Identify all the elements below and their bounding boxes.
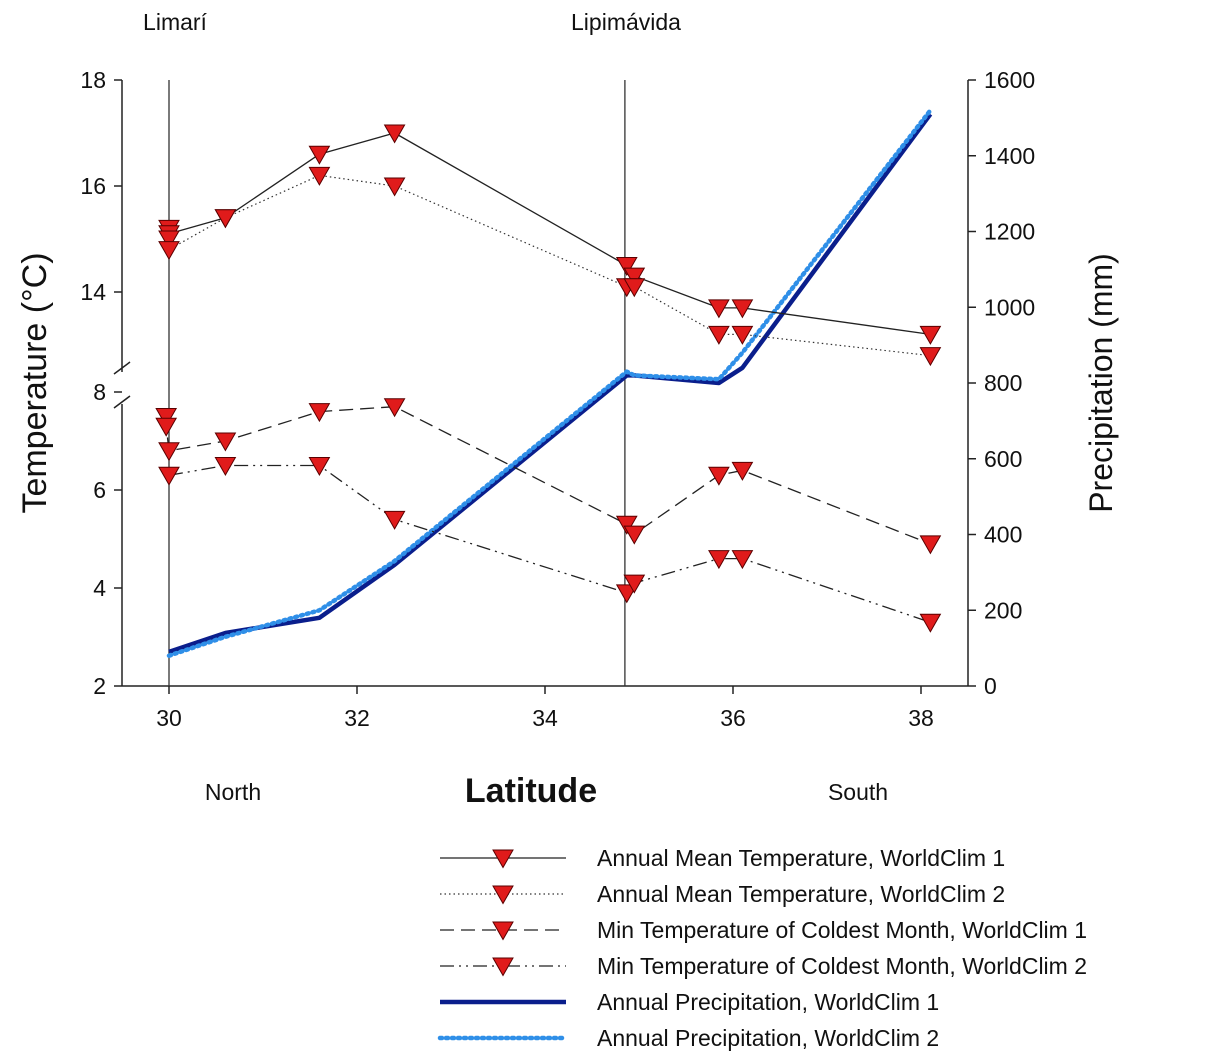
y-left-tick-label: 16: [80, 173, 106, 199]
series-3-point-7: [731, 550, 754, 570]
series-2-point-2: [158, 442, 180, 462]
series-2-point-1: [155, 417, 178, 437]
y-axis-left-title: Temperature (°C): [16, 252, 54, 513]
legend-label-4: Annual Precipitation, WorldClim 1: [597, 989, 939, 1015]
series-0-point-4: [383, 124, 406, 144]
series-1-point-8: [731, 325, 754, 345]
axis-break-mark-top: [113, 361, 131, 375]
series-0-point-9: [919, 325, 942, 345]
y-right-tick-label: 600: [984, 446, 1022, 472]
y-left-tick-label: 6: [93, 477, 106, 503]
series-1-point-7: [708, 325, 730, 345]
legend-marker-0: [492, 849, 514, 869]
series-line-5: [166, 108, 933, 658]
y-left-tick-label: 14: [80, 279, 106, 305]
y-right-tick-label: 0: [984, 673, 997, 699]
y-left-tick-label: 18: [80, 67, 106, 93]
series-line-3: [168, 464, 931, 623]
series-line-4: [168, 112, 933, 655]
series-2-point-7: [623, 525, 646, 545]
series-2-point-6: [615, 515, 638, 535]
y-right-tick-label: 1400: [984, 143, 1035, 169]
series-2-point-9: [731, 461, 754, 481]
legend-label-5: Annual Precipitation, WorldClim 2: [597, 1025, 939, 1051]
series-2-point-0: [155, 408, 178, 428]
series-1-point-4: [383, 177, 406, 197]
legend-marker-3: [492, 957, 514, 977]
series-1-point-3: [308, 166, 331, 186]
series-3-point-0: [158, 466, 180, 486]
legend-label-1: Annual Mean Temperature, WorldClim 2: [597, 881, 1005, 907]
series-line-0: [168, 132, 931, 336]
series-2-point-3: [214, 432, 237, 452]
direction-label-south: South: [828, 779, 888, 805]
series-2-point-5: [383, 398, 406, 418]
legend-label-2: Min Temperature of Coldest Month, WorldC…: [597, 917, 1087, 943]
y-right-tick-label: 800: [984, 370, 1022, 396]
x-tick-label: 30: [156, 705, 182, 731]
series-3-point-5: [623, 574, 646, 594]
series-2-point-4: [308, 403, 331, 423]
legend-label-0: Annual Mean Temperature, WorldClim 1: [597, 845, 1005, 871]
y-axis-right-title: Precipitation (mm): [1083, 253, 1119, 513]
y-left-tick-label: 2: [93, 673, 106, 699]
series-3-point-3: [383, 510, 406, 530]
plot-area: 30 32 34 36 38 14 16 18 2 4 6 8 0 200 400 600 800 1000 120…: [80, 67, 1035, 731]
y-right-tick-label: 1000: [984, 294, 1035, 320]
series-3-point-2: [308, 457, 331, 477]
y-right-tick-label: 1600: [984, 67, 1035, 93]
series-0-point-6: [623, 267, 646, 287]
legend-marker-1: [492, 885, 514, 905]
series-0-point-7: [708, 299, 730, 319]
series-1-point-1: [158, 241, 180, 261]
y-left-tick-label: 8: [93, 379, 106, 405]
series-3-point-4: [615, 584, 638, 604]
series-1-point-6: [623, 278, 646, 298]
direction-label-north: North: [205, 779, 261, 805]
series-2-point-8: [708, 466, 730, 486]
series-line-2: [165, 406, 931, 545]
y-right-tick-label: 200: [984, 597, 1022, 623]
y-left-tick-label: 4: [93, 575, 106, 601]
x-tick-label: 34: [532, 705, 558, 731]
x-tick-label: 38: [908, 705, 934, 731]
x-axis-title: Latitude: [465, 772, 597, 810]
series-1-point-9: [919, 347, 942, 367]
legend: Annual Mean Temperature, WorldClim 1 Annu…: [437, 845, 1087, 1051]
series-1-point-0: [158, 230, 180, 250]
axis-break-mark-bottom: [113, 395, 131, 409]
legend-marker-2: [492, 921, 514, 941]
site-label-lipimavida: Lipimávida: [571, 9, 681, 35]
x-tick-label: 32: [344, 705, 370, 731]
series-1-point-2: [214, 209, 237, 229]
series-0-point-8: [731, 299, 754, 319]
series-3-point-8: [919, 613, 942, 633]
x-tick-label: 36: [720, 705, 746, 731]
y-right-tick-label: 400: [984, 522, 1022, 548]
series-3-point-6: [708, 550, 730, 570]
series-3-point-1: [214, 457, 237, 477]
series-2-point-10: [919, 535, 942, 555]
site-label-limari: Limarí: [143, 9, 208, 35]
series-0-point-5: [615, 257, 638, 277]
y-right-tick-label: 1200: [984, 219, 1035, 245]
legend-label-3: Min Temperature of Coldest Month, WorldC…: [597, 953, 1087, 979]
series-0-point-3: [308, 145, 331, 165]
